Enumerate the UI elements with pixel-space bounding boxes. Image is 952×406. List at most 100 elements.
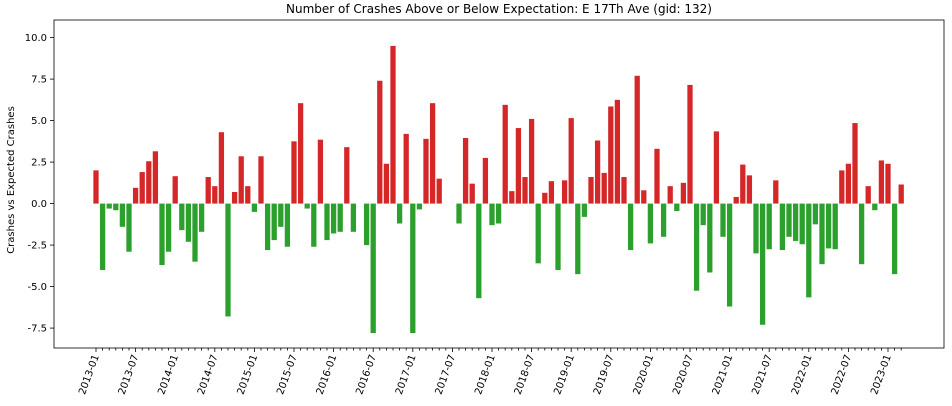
bar [225,203,231,317]
x-tick-label: 2023-01 [869,353,894,396]
bar [872,203,878,211]
y-tick-label: 5.0 [31,116,47,127]
bar [410,203,416,334]
bar [674,203,680,212]
bar [509,191,515,204]
x-tick-label: 2017-01 [394,353,419,396]
x-tick-label: 2014-01 [156,353,181,396]
bar [898,184,904,204]
y-axis-label: Crashes vs Expected Crashes [6,106,17,254]
bar [119,203,126,227]
x-tick-label: 2020-01 [632,353,657,396]
bar [495,203,502,224]
bar [852,123,858,204]
x-tick-label: 2016-07 [354,353,379,396]
bar [832,203,838,250]
bar [548,181,555,204]
x-tick-label: 2015-07 [275,353,300,396]
y-tick-label: -2.5 [27,241,47,252]
bar [159,203,165,266]
bar [106,203,112,209]
bar [489,203,495,226]
bar [377,80,383,204]
bar [707,203,713,273]
bar [396,203,403,224]
bar [839,170,845,204]
x-tick-label: 2021-01 [711,353,736,396]
bar [324,203,330,241]
x-tick-label: 2018-07 [513,353,538,396]
x-tick-label: 2022-01 [790,353,815,396]
bar [132,187,139,204]
bar [594,140,601,204]
bar [436,178,442,204]
bar [146,161,152,204]
bar [693,203,700,291]
y-tick-label: 7.5 [31,75,47,86]
bar [284,203,291,247]
bar [245,186,251,204]
bar [152,151,159,204]
y-tick-label: 10.0 [25,33,47,44]
bar [614,99,621,204]
bar [858,203,865,265]
y-tick-label: -5.0 [27,282,47,293]
bar [891,203,898,275]
bar [179,203,185,231]
bar [568,118,574,204]
bar [621,177,627,204]
bar [812,203,819,225]
x-tick-label: 2017-07 [434,353,459,396]
bar [779,203,786,251]
x-tick-label: 2022-07 [830,353,855,396]
bar [627,203,634,251]
bar [297,103,304,204]
bar [416,203,423,210]
bar [429,103,436,204]
bar [773,180,779,204]
bar [766,203,772,250]
bar [93,170,99,204]
bar [370,203,376,334]
bar [528,118,535,204]
bar [330,203,337,234]
bar [555,203,561,270]
bar [423,138,429,204]
bar [786,203,792,237]
bar [251,203,258,212]
bar [205,177,211,204]
bar [113,203,119,211]
bar [601,172,607,204]
bar [502,104,508,204]
bar [845,163,852,204]
bar [462,138,469,204]
bar [238,156,244,204]
bar [271,203,277,241]
bar [588,177,594,204]
bar [740,164,746,204]
bar [317,139,324,204]
chart-title: Number of Crashes Above or Below Expecta… [286,2,712,16]
x-tick-label: 2018-01 [473,353,498,396]
y-tick-label: -7.5 [27,324,47,335]
x-tick-label: 2019-07 [592,353,617,396]
bar [344,147,350,204]
bar [350,203,357,232]
bar [469,183,475,204]
x-tick-label: 2020-07 [671,353,696,396]
bar [482,157,489,204]
bar [476,203,482,299]
bar [337,203,343,232]
bar [192,203,198,262]
bar [535,203,541,264]
bar [799,203,805,245]
x-tick-label: 2016-01 [315,353,340,396]
bar [713,131,720,204]
plot-frame [53,19,945,349]
bar [753,203,759,254]
bar [172,176,178,204]
x-tick-label: 2015-01 [236,353,261,396]
bar [304,203,310,209]
bar [878,160,885,204]
